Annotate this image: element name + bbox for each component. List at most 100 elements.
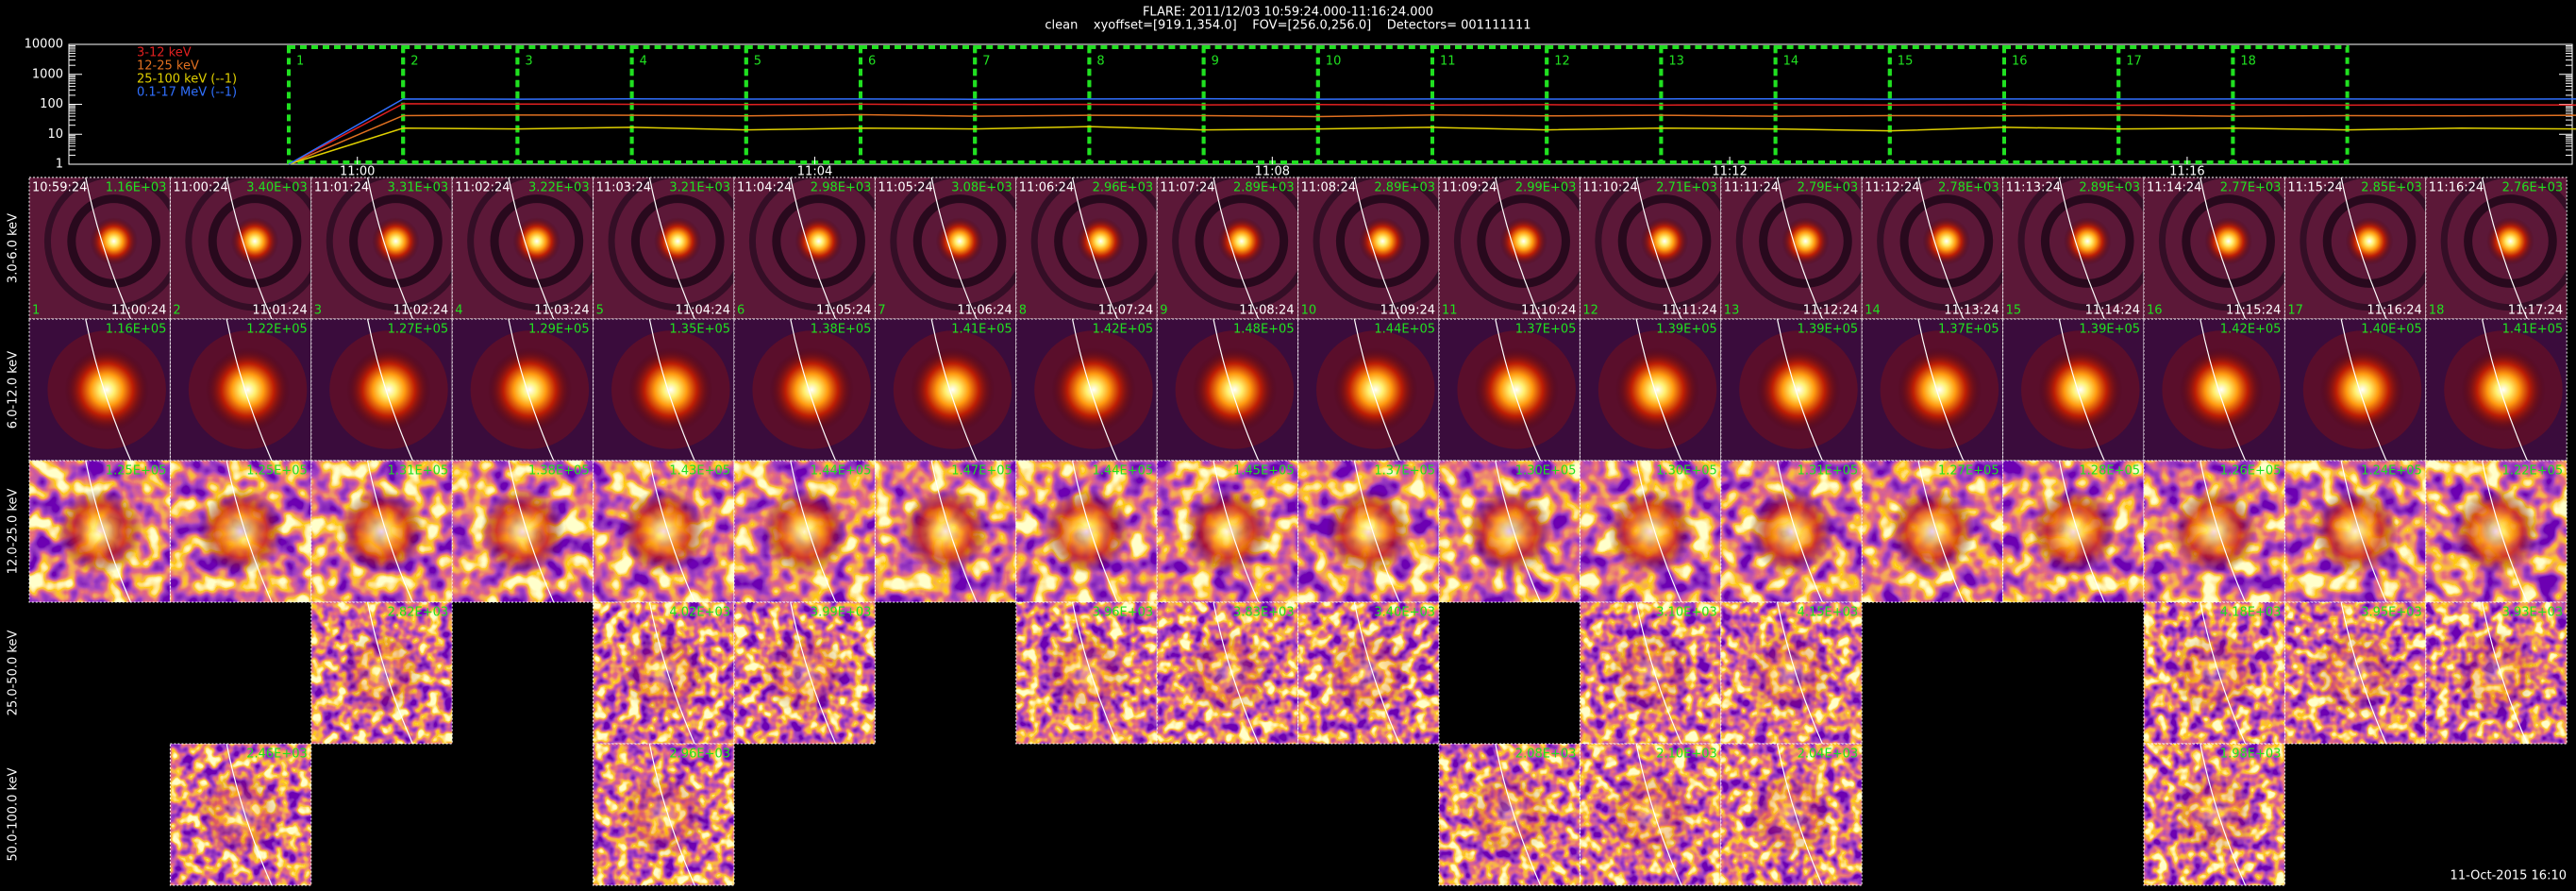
start-time: 11:01:24 <box>314 181 369 195</box>
solar-limb <box>226 461 273 602</box>
image-panel <box>2002 319 2144 461</box>
solar-limb <box>2200 319 2247 461</box>
image-panel <box>2144 177 2285 319</box>
end-time: 11:09:24 <box>1380 304 1435 318</box>
peak-value: 2.76E+03 <box>2502 181 2564 195</box>
solar-limb <box>1776 744 1823 885</box>
end-time: 11:17:24 <box>2508 304 2563 318</box>
peak-value: 4.18E+03 <box>2220 606 2282 620</box>
solar-limb <box>1635 744 1682 885</box>
start-time: 11:04:24 <box>737 181 792 195</box>
peak-value: 1.27E+05 <box>1938 464 1999 479</box>
image-panel <box>734 461 876 602</box>
peak-value: 1.24E+05 <box>2361 464 2422 479</box>
panel-border <box>1861 177 2004 320</box>
peak-value: 1.38E+05 <box>811 323 872 337</box>
peak-value: 1.30E+05 <box>1656 464 1717 479</box>
panel-border <box>1579 743 1722 886</box>
solar-limb <box>2058 319 2105 461</box>
solar-limb <box>930 177 978 319</box>
solar-limb <box>2200 744 2247 885</box>
panel-index: 3 <box>314 304 322 318</box>
peak-value: 2.71E+03 <box>1656 181 1717 195</box>
interval-label: 2 <box>410 55 418 69</box>
start-time: 11:00:24 <box>173 181 227 195</box>
row-label: 50.0-100.0 keV <box>7 767 21 861</box>
solar-limb <box>2058 461 2105 602</box>
panel-index: 12 <box>1582 304 1598 318</box>
peak-value: 1.42E+05 <box>1093 323 1154 337</box>
solar-limb <box>1071 177 1118 319</box>
peak-value: 1.26E+05 <box>2220 464 2282 479</box>
image-panel <box>734 319 876 461</box>
panel-border <box>1861 460 2004 603</box>
panel-index: 9 <box>1160 304 1167 318</box>
interval-label: 11 <box>1440 55 1456 69</box>
solar-limb <box>1635 602 1682 744</box>
image-panel <box>1015 461 1158 602</box>
interval-box <box>401 45 520 164</box>
peak-value: 1.29E+05 <box>528 323 590 337</box>
panel-index: 8 <box>1019 304 1027 318</box>
peak-value: 1.37E+05 <box>1938 323 1999 337</box>
peak-value: 1.98E+03 <box>2220 748 2282 762</box>
peak-value: 1.48E+05 <box>1233 323 1295 337</box>
image-panel <box>875 177 1016 319</box>
image-panel <box>2144 461 2285 602</box>
panel-border <box>874 460 1017 603</box>
solar-limb <box>1353 461 1400 602</box>
start-time: 11:13:24 <box>2006 181 2061 195</box>
interval-label: 6 <box>868 55 876 69</box>
image-panel <box>29 319 171 461</box>
peak-value: 1.41E+05 <box>951 323 1012 337</box>
peak-value: 1.16E+03 <box>106 181 167 195</box>
image-panel <box>310 177 453 319</box>
image-panel <box>1720 744 1863 885</box>
panel-border <box>1297 601 1440 745</box>
solar-limb <box>648 319 695 461</box>
panel-index: 18 <box>2429 304 2445 318</box>
solar-limb <box>1495 319 1542 461</box>
panel-index: 10 <box>1301 304 1317 318</box>
peak-value: 2.99E+03 <box>1515 181 1577 195</box>
peak-value: 1.43E+05 <box>669 464 730 479</box>
start-time: 11:02:24 <box>455 181 510 195</box>
solar-limb <box>85 319 132 461</box>
image-panel <box>170 744 311 885</box>
solar-limb <box>930 319 978 461</box>
y-tick-label: 100 <box>40 97 63 111</box>
interval-label: 7 <box>982 55 990 69</box>
panel-index: 15 <box>2006 304 2022 318</box>
solar-limb <box>1776 461 1823 602</box>
solar-limb <box>366 461 413 602</box>
panel-border <box>1438 460 1581 603</box>
solar-limb <box>1071 602 1118 744</box>
image-panel <box>593 319 734 461</box>
solar-limb <box>1495 461 1542 602</box>
image-panel <box>593 177 734 319</box>
solar-limb <box>1917 319 1965 461</box>
solar-limb <box>85 177 132 319</box>
image-panel <box>734 602 876 744</box>
solar-limb <box>2481 319 2528 461</box>
panel-border <box>593 177 735 320</box>
panel-border <box>2283 601 2427 745</box>
solar-limb <box>1213 319 1260 461</box>
interval-label: 12 <box>1554 55 1570 69</box>
panel-border <box>1579 460 1722 603</box>
peak-value: 3.83E+03 <box>1233 606 1295 620</box>
peak-value: 2.82E+03 <box>388 606 449 620</box>
solar-limb <box>790 602 837 744</box>
solar-limb <box>1917 177 1965 319</box>
image-panel <box>593 461 734 602</box>
peak-value: 1.22E+05 <box>246 323 308 337</box>
legend-entry: 25-100 keV (--1) <box>137 73 237 87</box>
panel-index: 2 <box>173 304 180 318</box>
panel-border <box>1156 601 1299 745</box>
interval-label: 8 <box>1096 55 1104 69</box>
solar-limb <box>1213 177 1260 319</box>
image-panel <box>1862 177 2003 319</box>
peak-value: 2.04E+03 <box>1798 748 1859 762</box>
interval-label: 18 <box>2240 55 2256 69</box>
